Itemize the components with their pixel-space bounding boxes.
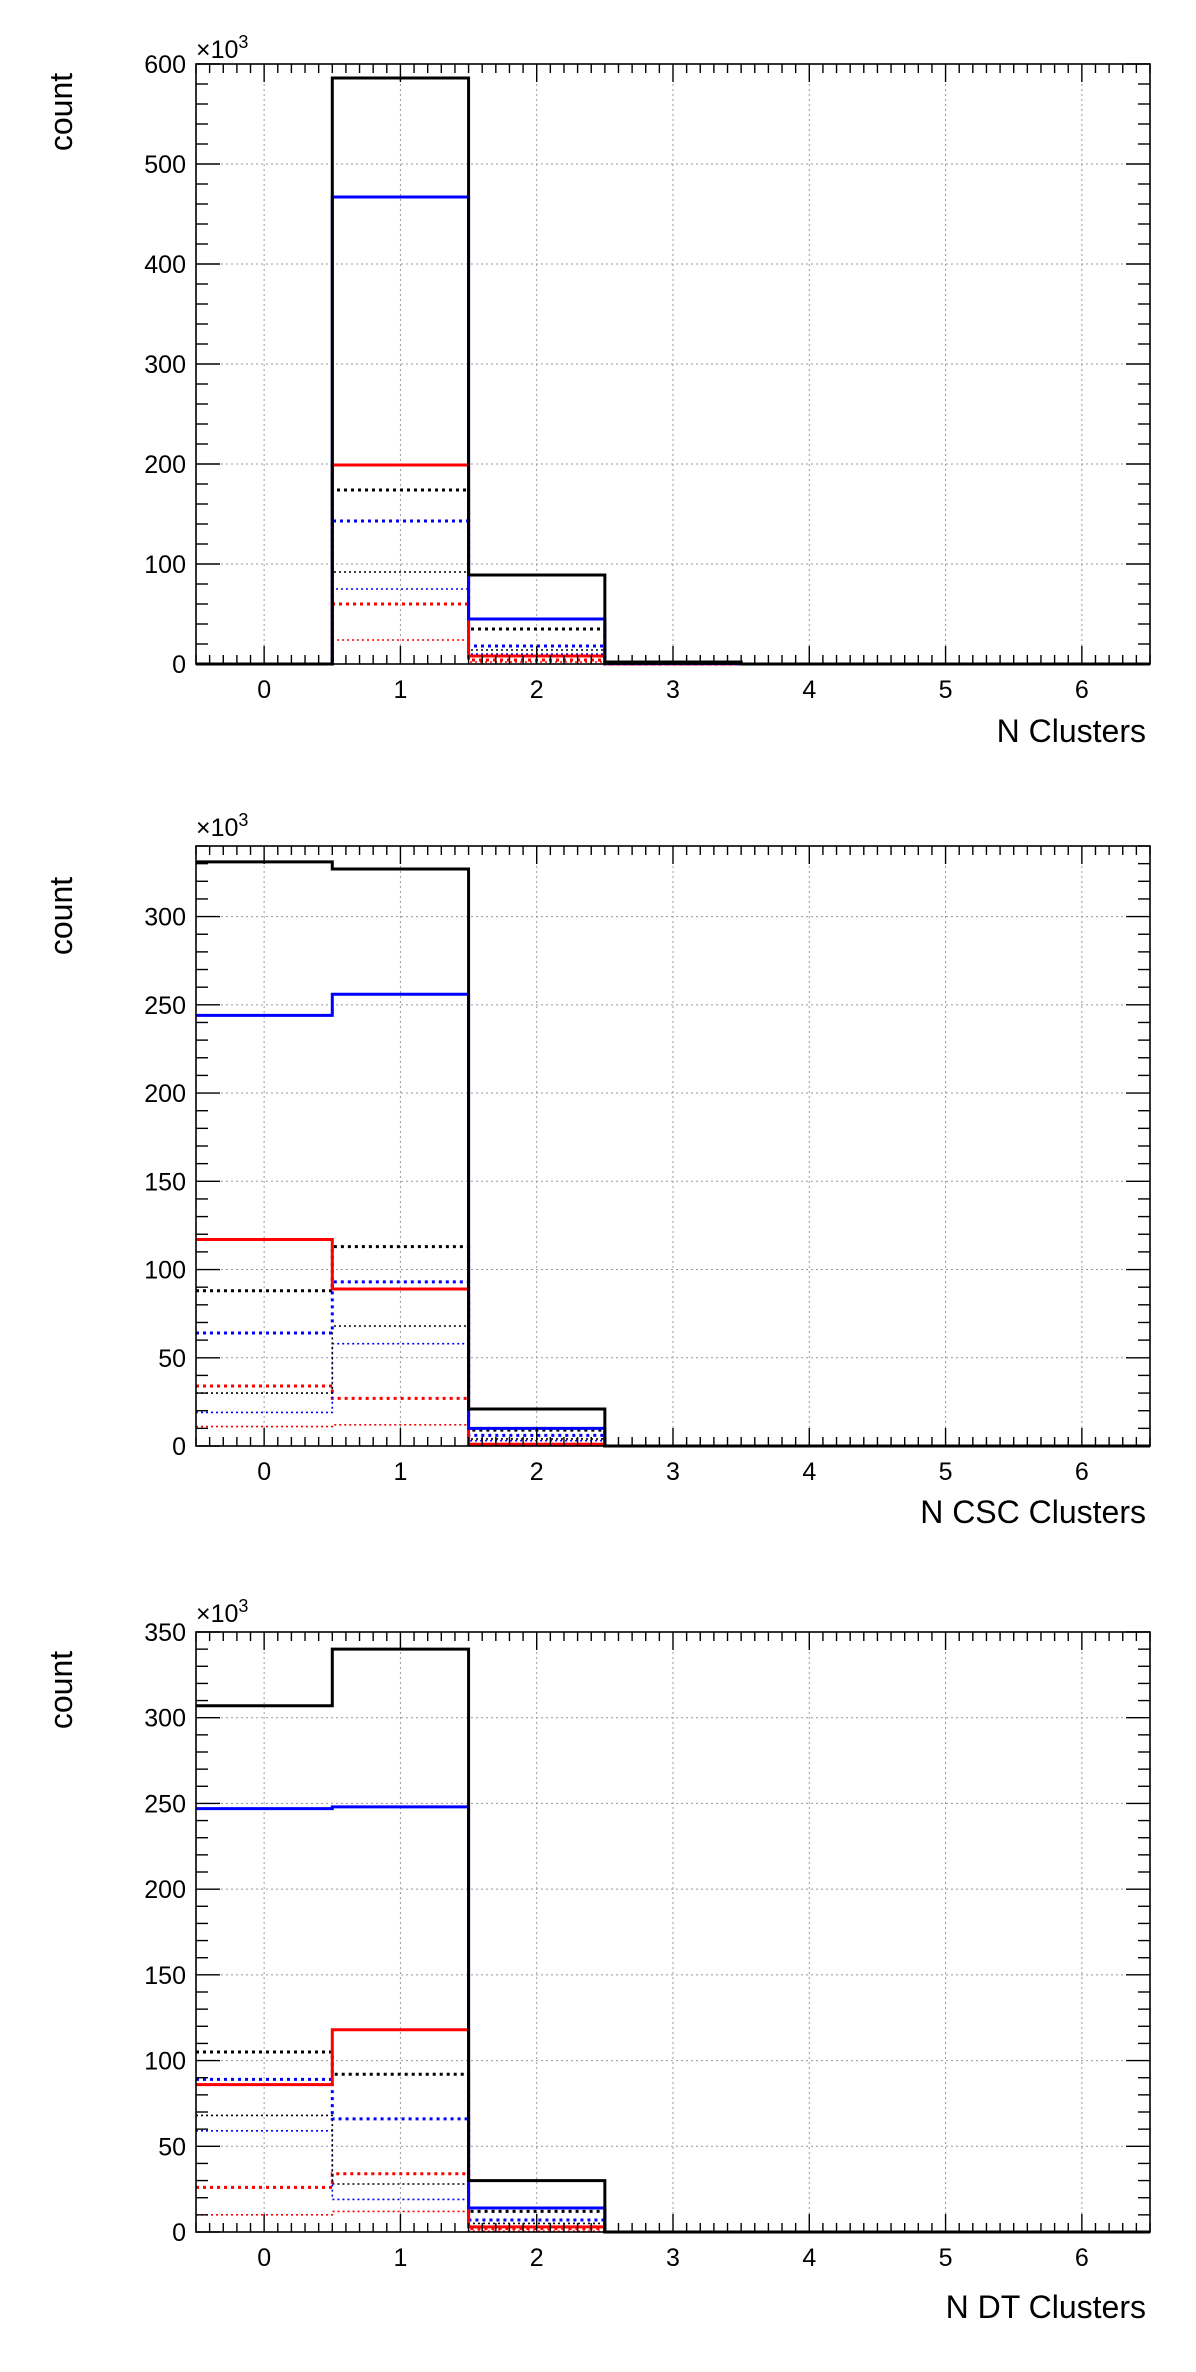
y-tick-label: 50 <box>158 2133 186 2161</box>
x-tick-label: 0 <box>257 1458 271 1486</box>
grid <box>196 1631 1150 2232</box>
chart-panel-n-dt-clusters: count ×103 N DT Clusters 0 1 2 3 4 5 6 0 50 100 15… <box>43 1596 1151 2325</box>
series-group <box>196 860 1150 1448</box>
y-tick-label: 200 <box>144 451 186 479</box>
x-tick-label: 6 <box>1075 1458 1089 1486</box>
ticks <box>195 845 1151 1447</box>
x-axis-title: N DT Clusters <box>946 2289 1146 2325</box>
x-tick-label: 1 <box>393 676 407 704</box>
y-axis-title: count <box>43 877 79 955</box>
y-tick-label: 0 <box>172 651 186 679</box>
y-tick-label: 100 <box>144 1257 186 1285</box>
x-tick-label: 2 <box>530 676 544 704</box>
y-tick-label: 500 <box>144 151 186 179</box>
histogram-series-4 <box>196 519 1150 666</box>
y-tick-label: 100 <box>144 551 186 579</box>
x-tick-label: 0 <box>257 2244 271 2272</box>
y-tick-label: 400 <box>144 251 186 279</box>
histogram-series-2 <box>196 2028 1150 2234</box>
x-tick-label: 1 <box>393 2244 407 2272</box>
x-tick-label: 3 <box>666 1458 680 1486</box>
histogram-series-4 <box>196 1280 1150 1448</box>
series-group <box>196 1647 1150 2234</box>
y-tick-label: 350 <box>144 1619 186 1647</box>
x-tick-label: 4 <box>802 1458 816 1486</box>
histogram-series-0 <box>196 1647 1150 2234</box>
chart-panel-n-csc-clusters: count ×103 N CSC Clusters 0 1 2 3 4 5 6 0 50 100 1… <box>43 810 1151 1530</box>
x-tick-label: 2 <box>530 1458 544 1486</box>
x-axis-title: N Clusters <box>997 713 1146 749</box>
grid <box>196 63 1150 664</box>
y-tick-label: 250 <box>144 992 186 1020</box>
x-tick-label: 6 <box>1075 2244 1089 2272</box>
histogram-series-4 <box>196 2077 1150 2234</box>
x-tick-label: 3 <box>666 2244 680 2272</box>
grid <box>196 846 1150 1446</box>
y-axis-scale-label: ×103 <box>196 32 248 64</box>
y-axis-scale-label: ×103 <box>196 810 248 842</box>
x-tick-label: 5 <box>939 2244 953 2272</box>
x-tick-label: 2 <box>530 2244 544 2272</box>
y-axis-scale-label: ×103 <box>196 1596 248 1628</box>
x-tick-label: 1 <box>393 1458 407 1486</box>
x-tick-label: 5 <box>939 1458 953 1486</box>
ticks <box>195 63 1151 665</box>
y-tick-label: 600 <box>144 51 186 79</box>
y-tick-label: 150 <box>144 1168 186 1196</box>
chart-panel-n-clusters: count ×103 N Clusters 0 1 2 3 4 5 6 0 100 200 300 4… <box>43 32 1151 749</box>
y-tick-label: 300 <box>144 351 186 379</box>
y-axis-title: count <box>43 1651 79 1729</box>
y-tick-label: 100 <box>144 2048 186 2076</box>
x-tick-label: 3 <box>666 676 680 704</box>
y-tick-label: 300 <box>144 1705 186 1733</box>
ticks <box>195 1631 1151 2233</box>
histogram-series-3 <box>196 488 1150 666</box>
histogram-series-5 <box>196 1325 1150 1447</box>
x-axis-title: N CSC Clusters <box>920 1494 1146 1530</box>
y-tick-label: 150 <box>144 1962 186 1990</box>
x-tick-label: 4 <box>802 2244 816 2272</box>
y-axis-title: count <box>43 73 79 151</box>
histogram-series-0 <box>196 860 1150 1448</box>
y-tick-label: 250 <box>144 1790 186 1818</box>
y-tick-label: 300 <box>144 904 186 932</box>
y-tick-label: 0 <box>172 2219 186 2247</box>
y-tick-label: 0 <box>172 1433 186 1461</box>
x-tick-label: 5 <box>939 676 953 704</box>
y-tick-label: 200 <box>144 1876 186 1904</box>
x-tick-label: 4 <box>802 676 816 704</box>
y-tick-label: 50 <box>158 1345 186 1373</box>
x-tick-label: 0 <box>257 676 271 704</box>
y-tick-label: 200 <box>144 1080 186 1108</box>
x-tick-label: 6 <box>1075 676 1089 704</box>
